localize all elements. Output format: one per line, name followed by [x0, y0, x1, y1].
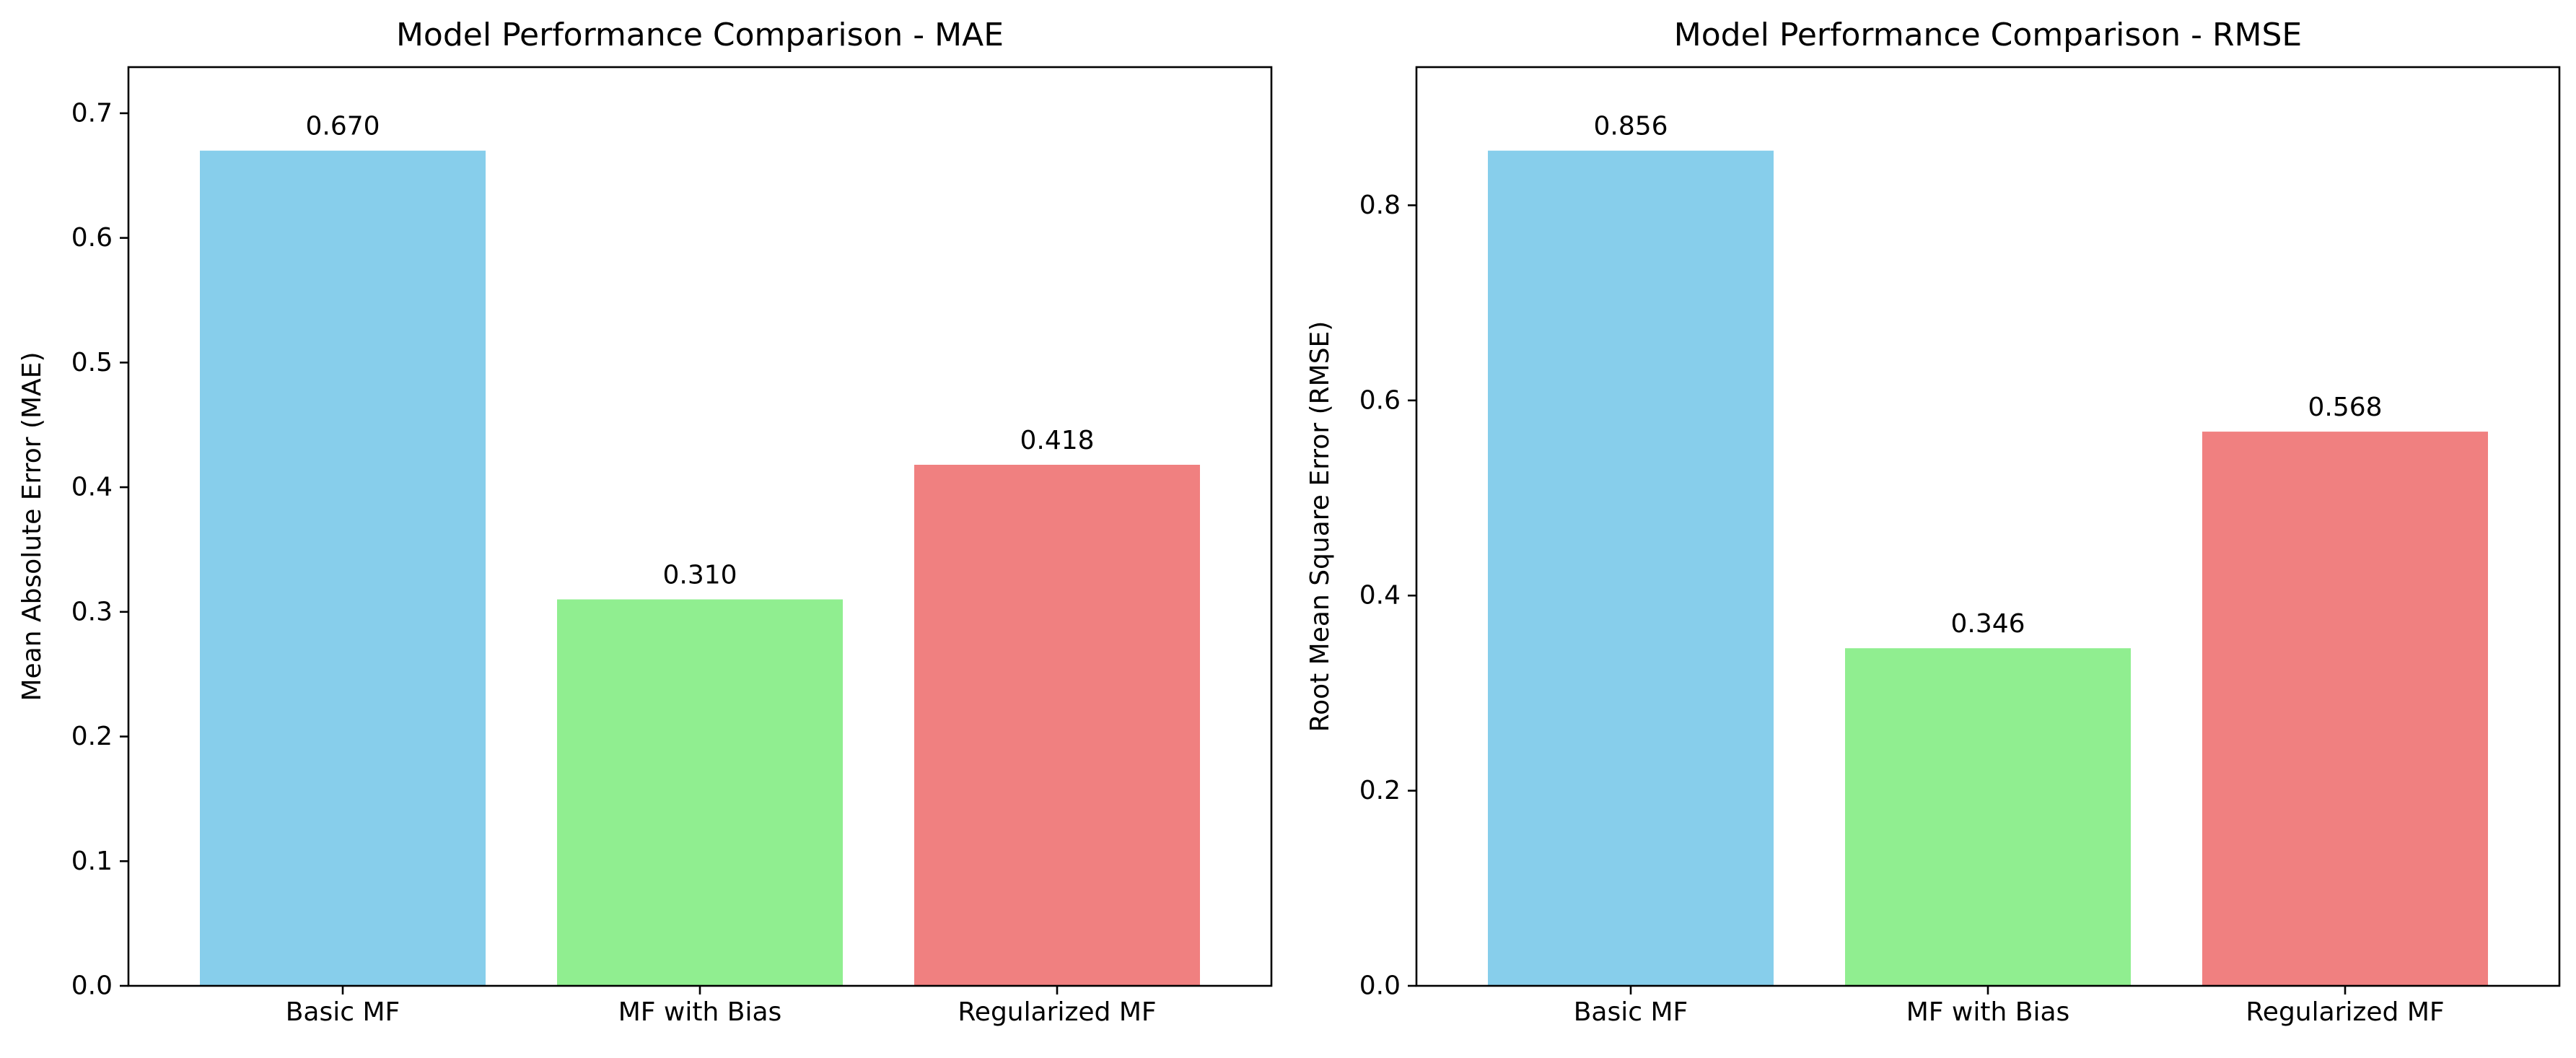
rmse-ytick-label: 0.6 — [1359, 385, 1401, 415]
rmse-xtick-label-mf-with-bias: MF with Bias — [1906, 997, 2070, 1027]
rmse-ytick-label: 0.0 — [1359, 971, 1401, 1001]
rmse-xtick-label-regularized-mf: Regularized MF — [2246, 997, 2444, 1027]
rmse-value-label-mf-with-bias: 0.346 — [1950, 609, 2025, 639]
mae-bar-regularized-mf — [914, 465, 1200, 986]
mae-ytick-label: 0.6 — [71, 223, 113, 253]
mae-ylabel: Mean Absolute Error (MAE) — [17, 351, 47, 701]
rmse-ylabel: Root Mean Square Error (RMSE) — [1305, 321, 1335, 733]
rmse-ytick-label: 0.4 — [1359, 581, 1401, 611]
mae-ytick-label: 0.4 — [71, 473, 113, 502]
mae-value-label-mf-with-bias: 0.310 — [662, 561, 737, 590]
rmse-bar-basic-mf — [1488, 150, 1774, 986]
mae-ytick-label: 0.7 — [71, 98, 113, 128]
mae-bar-mf-with-bias — [557, 599, 843, 986]
mae-chart-title: Model Performance Comparison - MAE — [396, 17, 1004, 53]
mae-ytick-label: 0.2 — [71, 722, 113, 751]
mae-ytick-label: 0.3 — [71, 597, 113, 626]
mae-bar-basic-mf — [200, 150, 486, 986]
mae-xtick-label-basic-mf: Basic MF — [286, 997, 400, 1027]
rmse-xtick-label-basic-mf: Basic MF — [1574, 997, 1688, 1027]
rmse-value-label-regularized-mf: 0.568 — [2308, 393, 2382, 422]
mae-xtick-label-regularized-mf: Regularized MF — [958, 997, 1156, 1027]
rmse-chart: 0.856 0.346 0.568 0.0 0.2 0.4 0.6 0.8 Basic MF MF… — [1305, 17, 2561, 1027]
mae-ytick-label: 0.1 — [71, 847, 113, 876]
mae-ytick-label: 0.0 — [71, 971, 113, 1001]
mae-value-label-basic-mf: 0.670 — [305, 112, 380, 141]
rmse-bar-regularized-mf — [2202, 432, 2488, 986]
mae-xtick-label-mf-with-bias: MF with Bias — [618, 997, 782, 1027]
rmse-ytick-label: 0.8 — [1359, 191, 1401, 220]
rmse-value-label-basic-mf: 0.856 — [1593, 112, 1668, 141]
rmse-bar-mf-with-bias — [1845, 648, 2131, 986]
mae-value-label-regularized-mf: 0.418 — [1020, 426, 1094, 455]
mae-ytick-label: 0.5 — [71, 348, 113, 377]
rmse-chart-title: Model Performance Comparison - RMSE — [1674, 17, 2302, 53]
rmse-ytick-label: 0.2 — [1359, 776, 1401, 805]
mae-chart: 0.670 0.310 0.418 0.0 0.1 0.2 0.3 0.4 0.5 0.6 0.7 B… — [17, 17, 1273, 1027]
